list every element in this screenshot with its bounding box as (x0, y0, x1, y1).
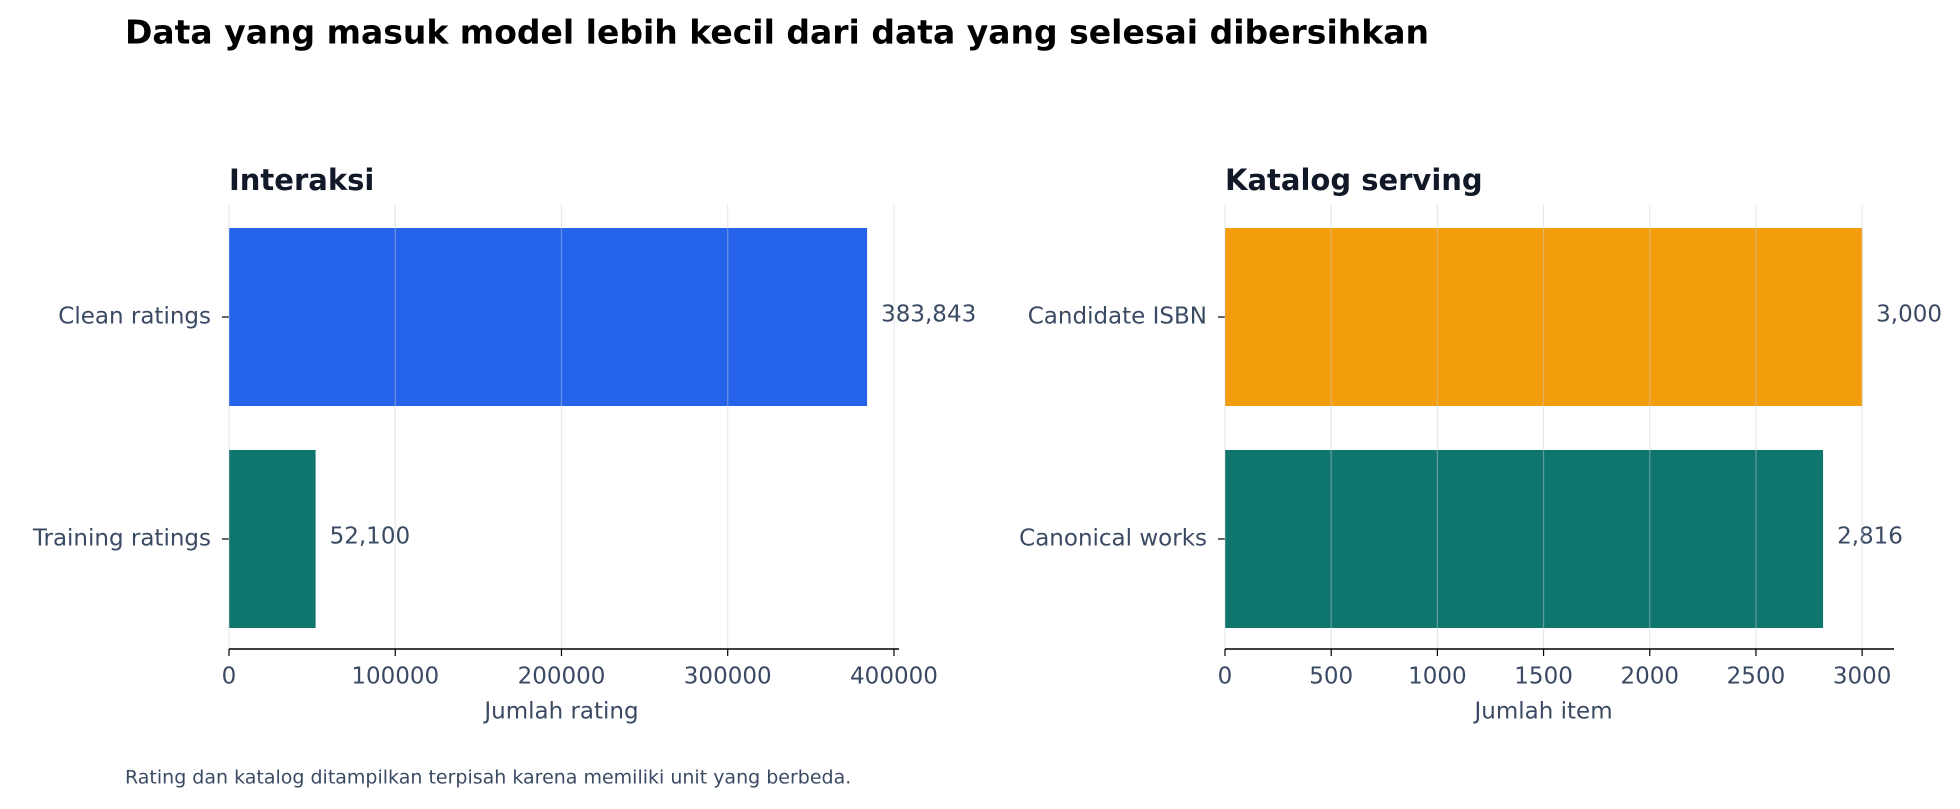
y-tick-label: Training ratings (32, 526, 211, 552)
panel-title: Katalog serving (1225, 163, 1483, 197)
y-tick-label: Canonical works (1019, 526, 1207, 552)
x-tick-label: 0 (222, 664, 237, 690)
x-tick-label: 1000 (1408, 664, 1467, 690)
value-label: 3,000 (1876, 302, 1942, 328)
footnote: Rating dan katalog ditampilkan terpisah … (125, 767, 851, 789)
x-tick-label: 3000 (1833, 664, 1892, 690)
x-tick-label: 1500 (1514, 664, 1573, 690)
value-label: 2,816 (1837, 524, 1903, 550)
value-label: 52,100 (330, 524, 410, 550)
y-tick-label: Candidate ISBN (1028, 304, 1207, 330)
x-tick-label: 2500 (1727, 664, 1786, 690)
value-label: 383,843 (881, 302, 976, 328)
x-tick-label: 300000 (684, 664, 772, 690)
panel-title: Interaksi (229, 163, 374, 197)
x-tick-label: 2000 (1620, 664, 1679, 690)
bar (229, 228, 868, 406)
x-tick-label: 500 (1309, 664, 1353, 690)
figure-title: Data yang masuk model lebih kecil dari d… (125, 13, 1429, 52)
x-axis-label: Jumlah rating (482, 699, 638, 725)
y-tick-label: Clean ratings (58, 304, 211, 330)
bar (229, 450, 316, 628)
bar (1225, 450, 1824, 628)
x-tick-label: 0 (1218, 664, 1233, 690)
bar (1225, 228, 1863, 406)
x-tick-label: 400000 (850, 664, 938, 690)
x-tick-label: 100000 (351, 664, 439, 690)
x-tick-label: 200000 (518, 664, 606, 690)
x-axis-label: Jumlah item (1473, 699, 1613, 725)
